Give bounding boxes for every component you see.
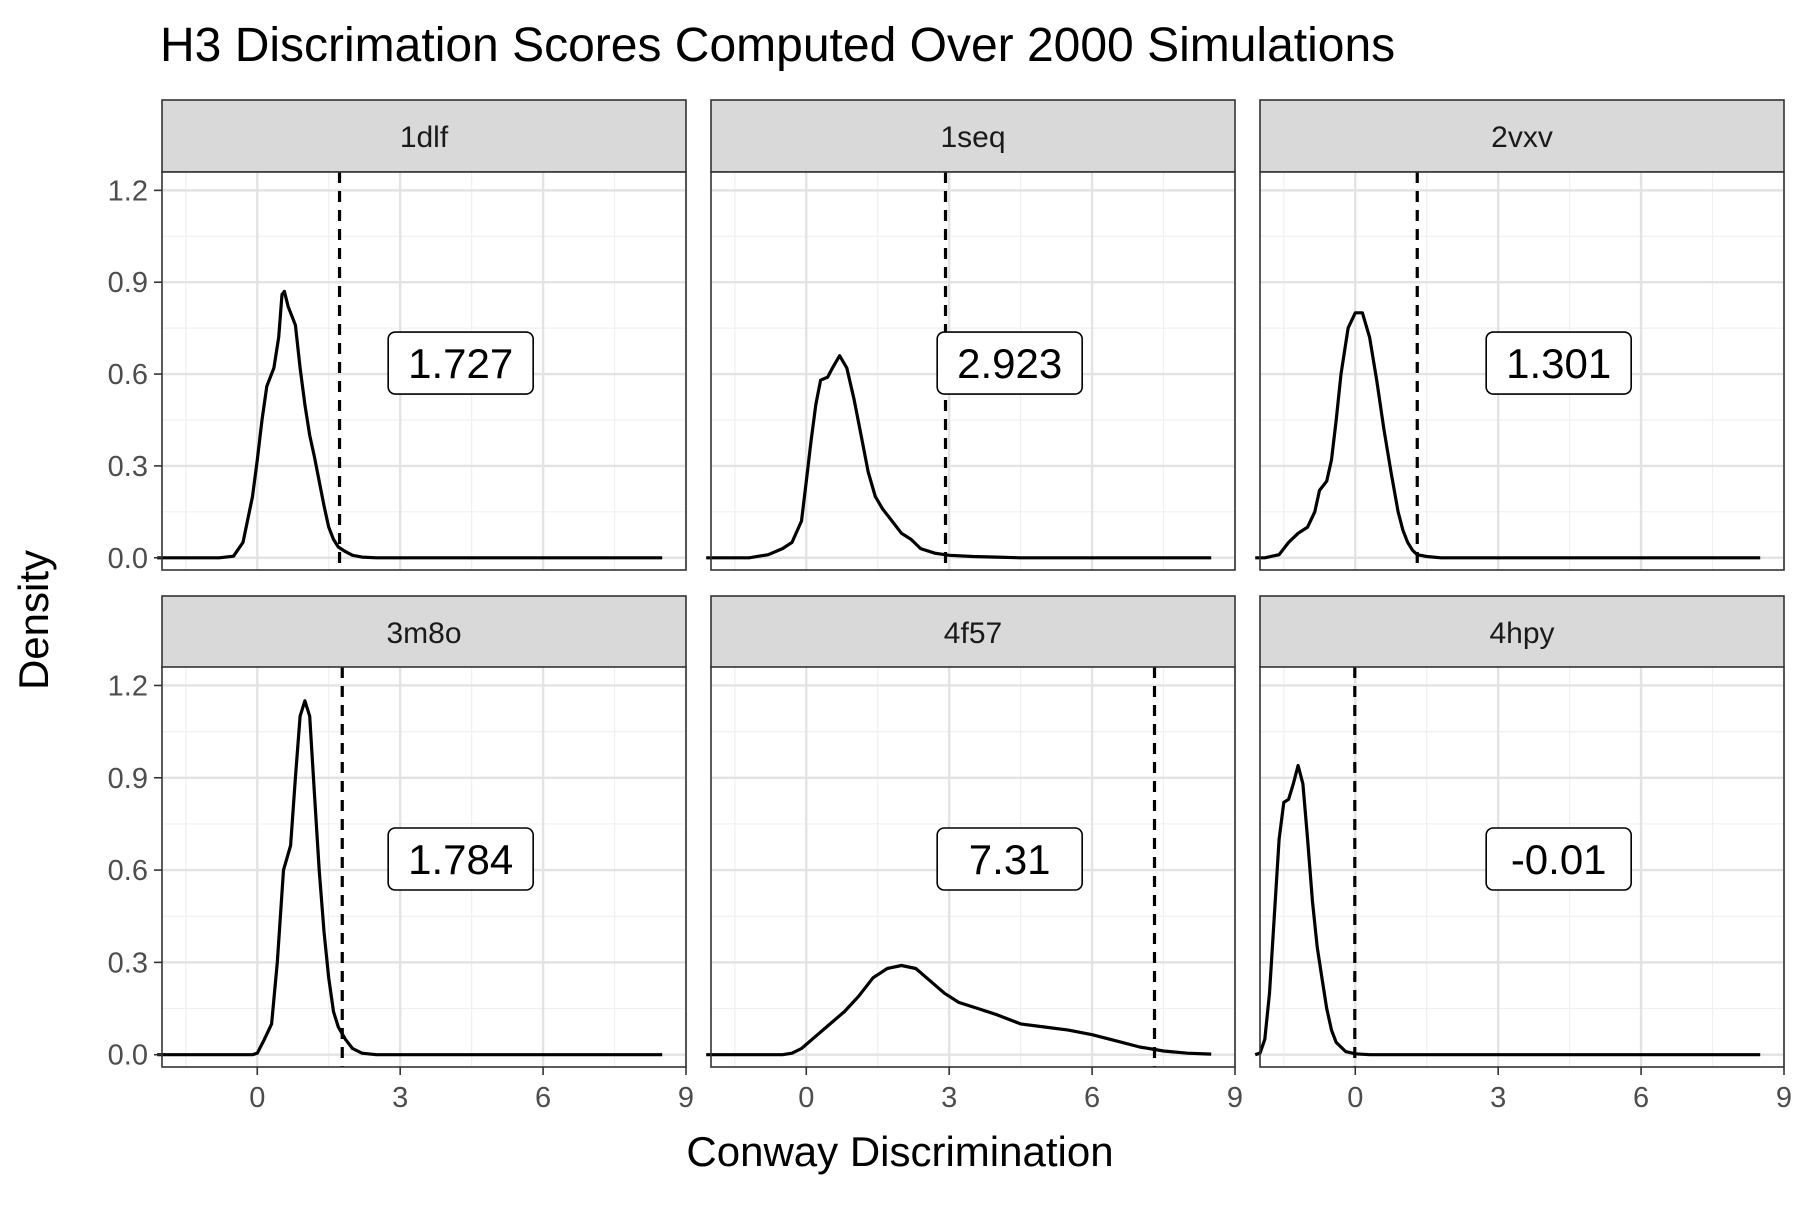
y-tick-label: 0.3 — [108, 451, 148, 483]
density-curve — [1255, 311, 1761, 560]
x-tick-label: 6 — [1084, 1082, 1100, 1114]
facet-strip — [710, 99, 1236, 173]
facet-strip-label: 4hpy — [1489, 617, 1554, 650]
facet-strip-label: 3m8o — [386, 617, 461, 650]
facet-strip-label: 1dlf — [400, 121, 449, 154]
facet-panel-3m8o: 3m8o 1.784 0.0 0.3 0.6 0.9 1.2 0 3 6 9 — [108, 595, 694, 1114]
value-label: 1.727 — [408, 340, 513, 387]
panel-border — [710, 171, 1236, 571]
value-label-box — [387, 331, 534, 395]
density-curve — [706, 963, 1212, 1057]
y-tick-label: 0.0 — [108, 543, 148, 575]
x-tick-label: 9 — [1776, 1082, 1792, 1114]
y-tick-label: 0.0 — [108, 1040, 148, 1072]
y-tick-label: 0.9 — [108, 267, 148, 299]
density-curve — [1254, 763, 1761, 1057]
facet-panel-1seq: 1seq 2.923 — [706, 99, 1237, 571]
y-tick-label: 1.2 — [108, 175, 148, 207]
panel-border — [161, 666, 687, 1068]
facet-strip-label: 2vxv — [1491, 121, 1553, 154]
value-label: 1.301 — [1506, 340, 1611, 387]
x-tick-label: 3 — [392, 1082, 408, 1114]
value-label: 2.923 — [957, 340, 1062, 387]
y-tick-label: 0.3 — [108, 947, 148, 979]
facet-strip-label: 1seq — [940, 121, 1005, 154]
chart-title: H3 Discrimation Scores Computed Over 200… — [160, 19, 1396, 72]
y-tick-label: 1.2 — [108, 670, 148, 702]
y-tick-label: 0.6 — [108, 855, 148, 887]
value-label: 7.31 — [969, 836, 1051, 883]
x-tick-label: 6 — [535, 1082, 551, 1114]
x-tick-label: 6 — [1633, 1082, 1649, 1114]
x-tick-label: 0 — [1347, 1082, 1363, 1114]
y-tick-label: 0.6 — [108, 359, 148, 391]
x-tick-label: 3 — [1490, 1082, 1506, 1114]
density-curve — [157, 699, 663, 1057]
value-label: -0.01 — [1511, 836, 1607, 883]
value-label-box — [387, 827, 534, 891]
x-tick-label: 9 — [1227, 1082, 1243, 1114]
x-tick-label: 3 — [941, 1082, 957, 1114]
x-axis-label: Conway Discrimination — [686, 1128, 1114, 1175]
value-label-box — [936, 827, 1083, 891]
y-tick-label: 0.9 — [108, 763, 148, 795]
x-tick-label: 0 — [249, 1082, 265, 1114]
facet-panel-2vxv: 2vxv 1.301 — [1255, 99, 1786, 571]
density-curve — [157, 289, 663, 560]
panel-border — [1259, 666, 1785, 1068]
value-label-box — [936, 331, 1083, 395]
value-label-box — [1485, 827, 1632, 891]
value-label: 1.784 — [408, 836, 513, 883]
facet-strip — [1259, 99, 1785, 173]
facet-panel-4f57: 4f57 7.31 0 3 6 9 — [706, 595, 1243, 1114]
facet-strip — [161, 595, 687, 669]
panel-border — [1259, 171, 1785, 571]
facet-panel-1dlf: 1dlf 1.727 0.0 0.3 0.6 0.9 1.2 — [108, 99, 688, 575]
x-tick-label: 9 — [678, 1082, 694, 1114]
facet-strip-label: 4f57 — [944, 617, 1002, 650]
density-curve — [706, 354, 1212, 560]
value-label-box — [1485, 331, 1632, 395]
x-tick-label: 0 — [798, 1082, 814, 1114]
y-axis-label: Density — [10, 549, 57, 691]
panel-border — [710, 666, 1236, 1068]
facet-panel-4hpy: 4hpy -0.01 0 3 6 9 — [1254, 595, 1792, 1114]
panel-border — [161, 171, 687, 571]
facet-strip — [161, 99, 687, 173]
